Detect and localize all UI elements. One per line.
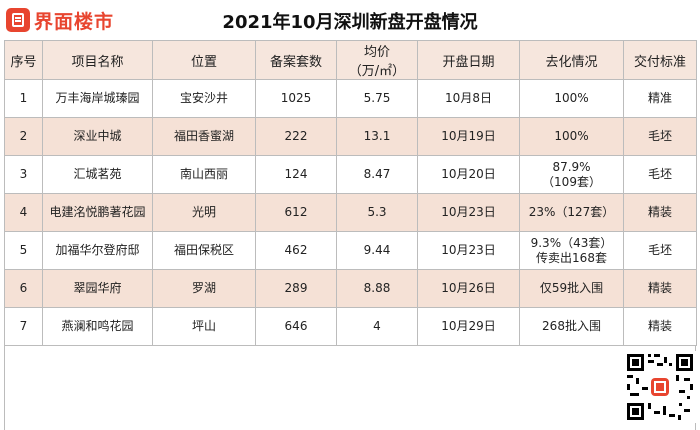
col-sales-cell: 87.9% （109套） <box>519 155 624 194</box>
table-row: 2 深业中城 福田香蜜湖 222 13.1 10月19日 100% 毛坯 <box>4 117 697 156</box>
col-price-cell: 13.1 <box>336 117 418 156</box>
col-price-cell: 8.47 <box>336 155 418 194</box>
col-project-cell: 加福华尔登府邸 <box>42 231 153 270</box>
col-sales-cell: 9.3%（43套） 传卖出168套 <box>519 231 624 270</box>
col-project-cell: 电建洺悦鹏著花园 <box>42 193 153 232</box>
col-units-cell: 1025 <box>255 79 337 118</box>
col-price-cell: 5.3 <box>336 193 418 232</box>
col-open-date-header: 开盘日期 <box>417 40 520 80</box>
col-units-cell: 646 <box>255 307 337 346</box>
col-sales-cell: 268批入围 <box>519 307 624 346</box>
table-blank-area <box>4 346 696 430</box>
col-price-header: 均价 （万/㎡） <box>336 40 418 80</box>
col-open-date-cell: 10月19日 <box>417 117 520 156</box>
col-sales-cell: 23%（127套） <box>519 193 624 232</box>
header: 界面楼市 2021年10月深圳新盘开盘情况 <box>0 0 700 40</box>
col-index-cell: 4 <box>4 193 43 232</box>
col-open-date-cell: 10月29日 <box>417 307 520 346</box>
col-location-cell: 坪山 <box>152 307 256 346</box>
col-sales-header: 去化情况 <box>519 40 624 80</box>
col-delivery-cell: 精装 <box>623 269 697 308</box>
col-project-cell: 万丰海岸城瑧园 <box>42 79 153 118</box>
col-location-cell: 南山西丽 <box>152 155 256 194</box>
col-open-date-cell: 10月23日 <box>417 231 520 270</box>
table-row: 5 加福华尔登府邸 福田保税区 462 9.44 10月23日 9.3%（43套） 传卖出16… <box>4 231 697 270</box>
col-index-cell: 2 <box>4 117 43 156</box>
col-delivery-cell: 精装 <box>623 193 697 232</box>
col-units-cell: 222 <box>255 117 337 156</box>
col-location-cell: 罗湖 <box>152 269 256 308</box>
col-sales-cell: 100% <box>519 79 624 118</box>
col-index-cell: 6 <box>4 269 43 308</box>
col-units-cell: 612 <box>255 193 337 232</box>
brand-name: 界面楼市 <box>34 10 115 33</box>
col-location-cell: 福田香蜜湖 <box>152 117 256 156</box>
col-index-cell: 5 <box>4 231 43 270</box>
col-location-cell: 光明 <box>152 193 256 232</box>
col-delivery-cell: 精装 <box>623 307 697 346</box>
table-row: 6 翠园华府 罗湖 289 8.88 10月26日 仅59批入围 精装 <box>4 269 697 308</box>
page-title: 2021年10月深圳新盘开盘情况 <box>222 12 478 33</box>
table-row: 3 汇城茗苑 南山西丽 124 8.47 10月20日 87.9% （109套） 毛坯 <box>4 155 697 194</box>
col-open-date-cell: 10月20日 <box>417 155 520 194</box>
housing-table: 序号 项目名称 位置 备案套数 均价 （万/㎡） 开盘日期 去化情况 交付标准 1 万丰海岸城瑧园… <box>4 40 697 346</box>
col-location-cell: 宝安沙井 <box>152 79 256 118</box>
col-sales-cell: 100% <box>519 117 624 156</box>
col-open-date-cell: 10月8日 <box>417 79 520 118</box>
col-index-cell: 3 <box>4 155 43 194</box>
building-icon <box>6 8 30 32</box>
col-units-header: 备案套数 <box>255 40 337 80</box>
col-location-cell: 福田保税区 <box>152 231 256 270</box>
col-location-header: 位置 <box>152 40 256 80</box>
col-open-date-cell: 10月23日 <box>417 193 520 232</box>
col-price-cell: 4 <box>336 307 418 346</box>
col-index-header: 序号 <box>4 40 43 80</box>
col-units-cell: 124 <box>255 155 337 194</box>
col-project-cell: 汇城茗苑 <box>42 155 153 194</box>
table-row: 1 万丰海岸城瑧园 宝安沙井 1025 5.75 10月8日 100% 精准 <box>4 79 697 118</box>
col-open-date-cell: 10月26日 <box>417 269 520 308</box>
col-delivery-cell: 毛坯 <box>623 117 697 156</box>
col-delivery-cell: 毛坯 <box>623 231 697 270</box>
col-project-cell: 燕澜和鸣花园 <box>42 307 153 346</box>
col-sales-cell: 仅59批入围 <box>519 269 624 308</box>
col-units-cell: 462 <box>255 231 337 270</box>
table-body: 1 万丰海岸城瑧园 宝安沙井 1025 5.75 10月8日 100% 精准 2 深业中城 福田香蜜… <box>4 79 697 346</box>
col-price-cell: 9.44 <box>336 231 418 270</box>
col-units-cell: 289 <box>255 269 337 308</box>
table-row: 4 电建洺悦鹏著花园 光明 612 5.3 10月23日 23%（127套） 精装 <box>4 193 697 232</box>
col-price-cell: 8.88 <box>336 269 418 308</box>
col-index-cell: 1 <box>4 79 43 118</box>
brand-logo[interactable]: 界面楼市 <box>6 6 114 34</box>
col-project-cell: 翠园华府 <box>42 269 153 308</box>
col-delivery-cell: 精准 <box>623 79 697 118</box>
qr-code-icon[interactable] <box>624 351 696 423</box>
table-header-row: 序号 项目名称 位置 备案套数 均价 （万/㎡） 开盘日期 去化情况 交付标准 <box>4 40 697 80</box>
table-row: 7 燕澜和鸣花园 坪山 646 4 10月29日 268批入围 精装 <box>4 307 697 346</box>
col-index-cell: 7 <box>4 307 43 346</box>
col-project-header: 项目名称 <box>42 40 153 80</box>
col-project-cell: 深业中城 <box>42 117 153 156</box>
col-delivery-header: 交付标准 <box>623 40 697 80</box>
col-delivery-cell: 毛坯 <box>623 155 697 194</box>
col-price-cell: 5.75 <box>336 79 418 118</box>
